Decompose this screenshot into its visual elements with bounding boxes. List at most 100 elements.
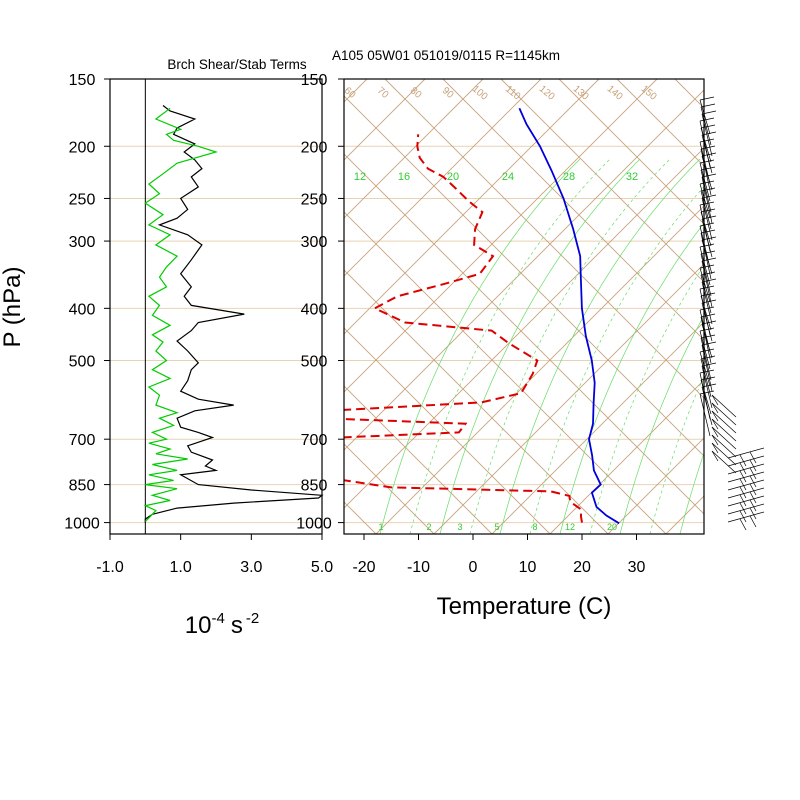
wind-barb-shaft <box>711 402 737 426</box>
isotherm-line <box>344 89 704 451</box>
left-ytick-label-1000: 1000 <box>64 516 100 533</box>
wind-barb-flag <box>749 507 757 520</box>
wind-barb-shaft <box>711 442 737 466</box>
wind-barb-flag <box>739 470 747 483</box>
wind-barb-flag <box>701 257 717 262</box>
wind-barb-flag <box>739 518 747 531</box>
isotherm-line <box>433 263 704 534</box>
left-xtick-label-3.0: 3.0 <box>240 559 262 576</box>
left-panel-frame: 150 200 250 300 400 500 700 850 1000 -1.0 1.0 3.0 5.… <box>64 72 333 576</box>
wind-barb-flag <box>711 418 719 430</box>
wind-barb-flag <box>701 152 717 157</box>
wind-barb-flag <box>699 369 715 374</box>
mixing-ratio-curve <box>379 158 581 534</box>
wind-barb-shaft <box>700 106 712 146</box>
wind-barb-flag <box>701 299 717 304</box>
wind-barb-flag <box>701 173 717 178</box>
right-ytick-label-150: 150 <box>301 72 328 89</box>
mixing-ratio-curve <box>679 452 704 534</box>
mixing-ratio-curve <box>619 314 704 534</box>
wind-barb-shaft <box>701 197 713 241</box>
adiabat-line <box>344 385 493 534</box>
wind-barb-shaft <box>700 211 712 247</box>
wind-barb-flag <box>699 327 715 332</box>
adiabat-line <box>791 79 800 534</box>
wind-barb-shaft <box>700 358 712 398</box>
adiabat-line <box>500 79 704 283</box>
wind-barb-shaft <box>701 239 713 275</box>
wind-barb-flag <box>749 483 757 496</box>
wind-barb-flag <box>699 117 715 122</box>
wind-barb-shaft <box>699 267 711 303</box>
wind-barb-flag <box>749 515 757 528</box>
right-xtick-label-30: 30 <box>628 559 646 576</box>
wind-barb-flag <box>739 462 747 475</box>
wind-barb-shaft <box>700 295 712 331</box>
right-xlabel: Temperature (C) <box>437 593 612 620</box>
wind-barb-shaft <box>711 450 737 474</box>
mixing-ratio-low-label-5: 5 <box>494 522 499 532</box>
adiabat-line <box>384 79 704 399</box>
isotherm-line <box>491 321 704 534</box>
wind-barb-flag <box>749 475 757 488</box>
isotherm-line <box>607 437 704 534</box>
wind-barb-flag <box>700 145 716 150</box>
dewpoint-line <box>344 134 583 523</box>
wind-barb-shaft <box>699 351 711 387</box>
wind-barb-flag <box>699 180 715 185</box>
wind-barb-flag <box>749 459 757 472</box>
mixing-ratio-low-label-3: 3 <box>457 522 462 532</box>
wind-barb-shaft <box>711 426 737 450</box>
wind-barb-shaft <box>700 148 712 196</box>
wind-barb-flag <box>711 434 719 446</box>
wind-barb-flag <box>701 383 717 388</box>
wind-barb-flag <box>739 454 747 467</box>
isotherm-label-100: 100 <box>470 84 490 103</box>
wind-barb-flag <box>749 467 757 480</box>
wind-barb-flag <box>701 320 717 325</box>
right-ytick-label-700: 700 <box>301 432 328 449</box>
right-panel-border <box>343 78 705 535</box>
wind-barb-flag <box>700 376 716 381</box>
wind-barb-flag <box>749 499 757 512</box>
wind-barb-shaft <box>711 394 737 418</box>
wind-barbs <box>699 96 765 531</box>
right-xtick-label-20: 20 <box>573 559 591 576</box>
adiabat-line <box>558 79 704 225</box>
wind-barb-shaft <box>727 511 765 523</box>
wind-barb-flag <box>739 486 747 499</box>
right-xtick-label-0: 0 <box>469 559 478 576</box>
right-ytick-label-400: 400 <box>301 301 328 318</box>
wind-barb-flag <box>699 138 715 143</box>
wind-barb-flag <box>739 478 747 491</box>
left-xlabel: 10-4 s -2 <box>185 610 259 639</box>
wind-barb-flag <box>699 222 715 227</box>
left-ytick-label-250: 250 <box>69 191 96 208</box>
wind-barb-shaft <box>727 447 765 459</box>
mixing-ratio-label-28: 28 <box>563 171 575 183</box>
right-panel-background-lines <box>0 79 800 534</box>
adiabat-line <box>344 211 667 534</box>
mixing-ratio-label-12: 12 <box>354 171 366 183</box>
adiabat-line <box>344 443 435 534</box>
temperature-line <box>518 107 620 525</box>
wind-barb-shaft <box>700 190 712 230</box>
wind-barb-shaft <box>727 495 765 507</box>
wind-barb-shaft <box>700 379 712 415</box>
wind-barb-flag <box>711 450 719 462</box>
wind-barb-shaft <box>701 176 713 224</box>
wind-barb-flag <box>700 334 716 339</box>
left-panel-border <box>109 78 323 535</box>
left-xtick-label-1.0: 1.0 <box>170 559 192 576</box>
isotherm-line <box>0 79 309 534</box>
mixing-ratio-low-label-8: 8 <box>532 522 537 532</box>
mixing-ratio-low-label-20: 20 <box>607 522 617 532</box>
wind-barb-flag <box>700 166 716 171</box>
wind-barb-flag <box>749 451 757 464</box>
wind-barb-shaft <box>711 410 737 434</box>
right-ytick-label-300: 300 <box>301 234 328 251</box>
isotherm-label-130: 130 <box>571 84 591 103</box>
wind-barb-shaft <box>727 455 765 467</box>
wind-barb-flag <box>749 491 757 504</box>
left-ytick-label-300: 300 <box>69 234 96 251</box>
